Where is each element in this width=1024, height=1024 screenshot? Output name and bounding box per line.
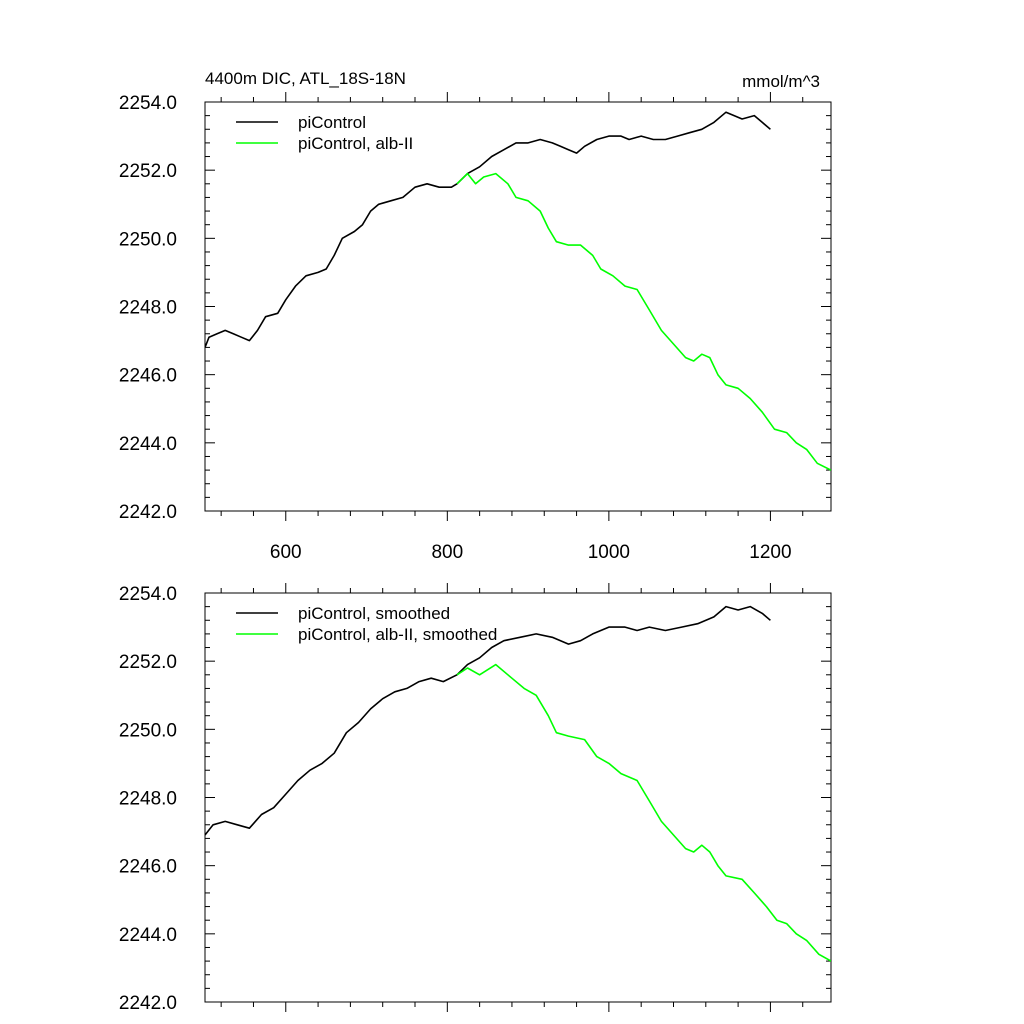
y-tick-label: 2254.0 [119, 93, 177, 114]
y-tick-label: 2242.0 [119, 993, 177, 1014]
y-tick-label: 2244.0 [119, 434, 177, 455]
x-tick-label: 1200 [749, 542, 791, 563]
x-tick-label: 800 [431, 542, 463, 563]
y-tick-label: 2246.0 [119, 857, 177, 878]
top-panel: 2242.0 2244.0 2246.0 2248.0 2250.0 2252.0 2254… [119, 69, 832, 563]
bottom-panel: 2242.0 2244.0 2246.0 2248.0 2250.0 2252.0 2254… [119, 583, 832, 1014]
series-line-picontrol [205, 111, 771, 348]
series-line-alb-ii [456, 663, 831, 962]
y-tick-label: 2242.0 [119, 502, 177, 523]
units-label: mmol/m^3 [742, 72, 820, 91]
y-tick-label: 2248.0 [119, 789, 177, 810]
x-tick-label: 1000 [588, 542, 630, 563]
y-tick-label: 2254.0 [119, 584, 177, 605]
legend-label-1: piControl, alb-II, smoothed [298, 625, 497, 644]
legend-label-0: piControl, smoothed [298, 604, 450, 623]
y-tick-label: 2246.0 [119, 366, 177, 387]
x-tick-label: 600 [270, 542, 302, 563]
plot-frame [204, 592, 832, 1003]
series-line-picontrol [205, 605, 771, 836]
legend-label-0: piControl [298, 113, 366, 132]
y-tick-label: 2252.0 [119, 161, 177, 182]
series-line-alb-ii [456, 172, 831, 471]
chart-title: 4400m DIC, ATL_18S-18N [205, 69, 406, 88]
y-tick-label: 2250.0 [119, 720, 177, 741]
y-tick-label: 2244.0 [119, 925, 177, 946]
legend-label-1: piControl, alb-II [298, 134, 413, 153]
y-tick-label: 2248.0 [119, 298, 177, 319]
y-tick-label: 2250.0 [119, 229, 177, 250]
y-tick-label: 2252.0 [119, 652, 177, 673]
plot-frame [204, 101, 832, 512]
